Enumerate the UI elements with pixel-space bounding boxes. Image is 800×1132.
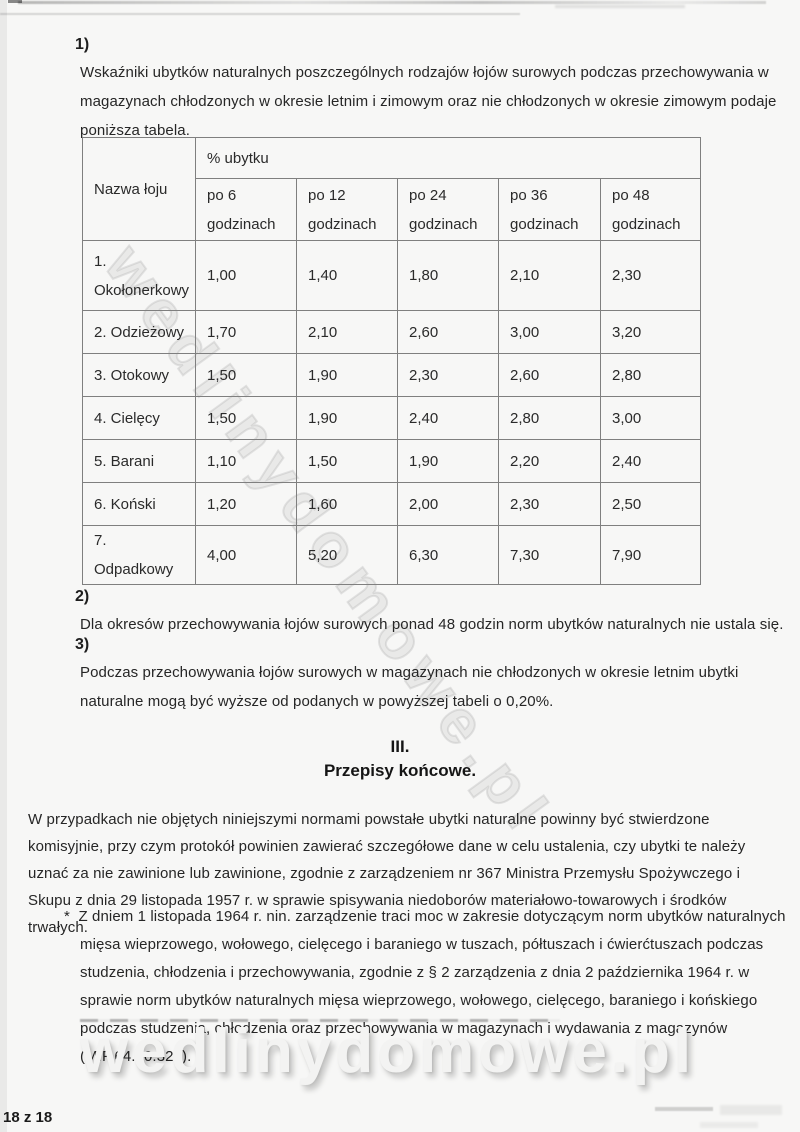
section-number: III. xyxy=(390,737,410,756)
cell-value: 2,80 xyxy=(600,353,702,397)
table-row: 2. Odzieżowy 1,70 2,10 2,60 3,00 3,20 xyxy=(81,310,702,354)
scan-artifact-bottom-right-3 xyxy=(700,1122,758,1128)
cell-value: 3,00 xyxy=(600,396,702,440)
cell-value: 1,20 xyxy=(195,482,298,526)
row-name: 7. Odpadkowy xyxy=(81,525,197,585)
tallow-losses-table: Nazwa łoju % ubytku po 6 godzinach po 12… xyxy=(81,137,702,585)
cell-value: 1,70 xyxy=(195,310,298,354)
table-row: 7. Odpadkowy 4,00 5,20 6,30 7,30 7,90 xyxy=(81,525,702,585)
cell-value: 1,10 xyxy=(195,439,298,483)
cell-value: 1,60 xyxy=(296,482,399,526)
cell-value: 1,40 xyxy=(296,240,399,311)
item-3-label: 3) xyxy=(75,636,90,653)
table-row: 5. Barani 1,10 1,50 1,90 2,20 2,40 xyxy=(81,439,702,483)
cell-value: 2,10 xyxy=(498,240,602,311)
cell-value: 1,90 xyxy=(397,439,500,483)
table-header-col: po 24 godzinach xyxy=(397,178,500,241)
table-header-col: po 6 godzinach xyxy=(195,178,298,241)
table-row: 1. Okołonerkowy 1,00 1,40 1,80 2,10 2,30 xyxy=(81,240,702,311)
cell-value: 1,50 xyxy=(195,396,298,440)
footnote-marker: * xyxy=(64,908,70,925)
table-header-col: po 48 godzinach xyxy=(600,178,702,241)
cell-value: 2,30 xyxy=(498,482,602,526)
cell-value: 1,50 xyxy=(296,439,399,483)
cell-value: 2,80 xyxy=(498,396,602,440)
cell-value: 7,30 xyxy=(498,525,602,585)
section-heading: III. Przepisy końcowe. xyxy=(0,735,800,783)
cell-value: 5,20 xyxy=(296,525,399,585)
cell-value: 2,60 xyxy=(498,353,602,397)
row-name: 6. Koński xyxy=(81,482,197,526)
cell-value: 1,80 xyxy=(397,240,500,311)
cell-value: 2,40 xyxy=(600,439,702,483)
table-row: 3. Otokowy 1,50 1,90 2,30 2,60 2,80 xyxy=(81,353,702,397)
scan-artifact-left-band xyxy=(0,0,7,1132)
cell-value: 6,30 xyxy=(397,525,500,585)
table-header-name: Nazwa łoju xyxy=(81,137,197,241)
table-header-group: % ubytku xyxy=(195,137,702,179)
row-name: 5. Barani xyxy=(81,439,197,483)
scan-artifact-bottom-right-1 xyxy=(655,1107,713,1111)
cell-value: 2,00 xyxy=(397,482,500,526)
cell-value: 1,50 xyxy=(195,353,298,397)
row-name: 3. Otokowy xyxy=(81,353,197,397)
item-1-text: Wskaźniki ubytków naturalnych poszczegól… xyxy=(80,64,777,139)
scan-artifact-corner-dash xyxy=(8,0,22,3)
section-title: Przepisy końcowe. xyxy=(323,761,477,780)
item-2-text: Dla okresów przechowywania łojów surowyc… xyxy=(80,616,784,633)
cell-value: 2,40 xyxy=(397,396,500,440)
scan-artifact-top-streak xyxy=(18,1,766,4)
cell-value: 2,30 xyxy=(397,353,500,397)
footnote-text: Z dniem 1 listopada 1964 r. nin. zarządz… xyxy=(78,908,786,1065)
item-2-label: 2) xyxy=(75,588,90,605)
row-name: 4. Cielęcy xyxy=(81,396,197,440)
item-3-text: Podczas przechowywania łojów surowych w … xyxy=(80,664,739,710)
closing-paragraph: W przypadkach nie objętych niniejszymi n… xyxy=(28,811,746,936)
cell-value: 2,50 xyxy=(600,482,702,526)
cell-value: 1,90 xyxy=(296,396,399,440)
cell-value: 3,00 xyxy=(498,310,602,354)
row-name: 1. Okołonerkowy xyxy=(81,240,197,311)
cell-value: 7,90 xyxy=(600,525,702,585)
scan-artifact-bottom-right-2 xyxy=(720,1105,782,1115)
cell-value: 2,10 xyxy=(296,310,399,354)
cell-value: 2,60 xyxy=(397,310,500,354)
cell-value: 1,00 xyxy=(195,240,298,311)
cell-value: 2,30 xyxy=(600,240,702,311)
cell-value: 4,00 xyxy=(195,525,298,585)
row-name: 2. Odzieżowy xyxy=(81,310,197,354)
cell-value: 3,20 xyxy=(600,310,702,354)
cell-value: 2,20 xyxy=(498,439,602,483)
scan-artifact-top-streak-2 xyxy=(0,13,520,15)
cell-value: 1,90 xyxy=(296,353,399,397)
table-row: 6. Koński 1,20 1,60 2,00 2,30 2,50 xyxy=(81,482,702,526)
table-header-col: po 36 godzinach xyxy=(498,178,602,241)
table-row: 4. Cielęcy 1,50 1,90 2,40 2,80 3,00 xyxy=(81,396,702,440)
scan-artifact-top-smudge xyxy=(555,5,685,8)
item-1-label: 1) xyxy=(75,36,90,53)
table-header-col: po 12 godzinach xyxy=(296,178,399,241)
page-number: 18 z 18 xyxy=(3,1109,53,1126)
footnote: * Z dniem 1 listopada 1964 r. nin. zarzą… xyxy=(64,903,794,1071)
